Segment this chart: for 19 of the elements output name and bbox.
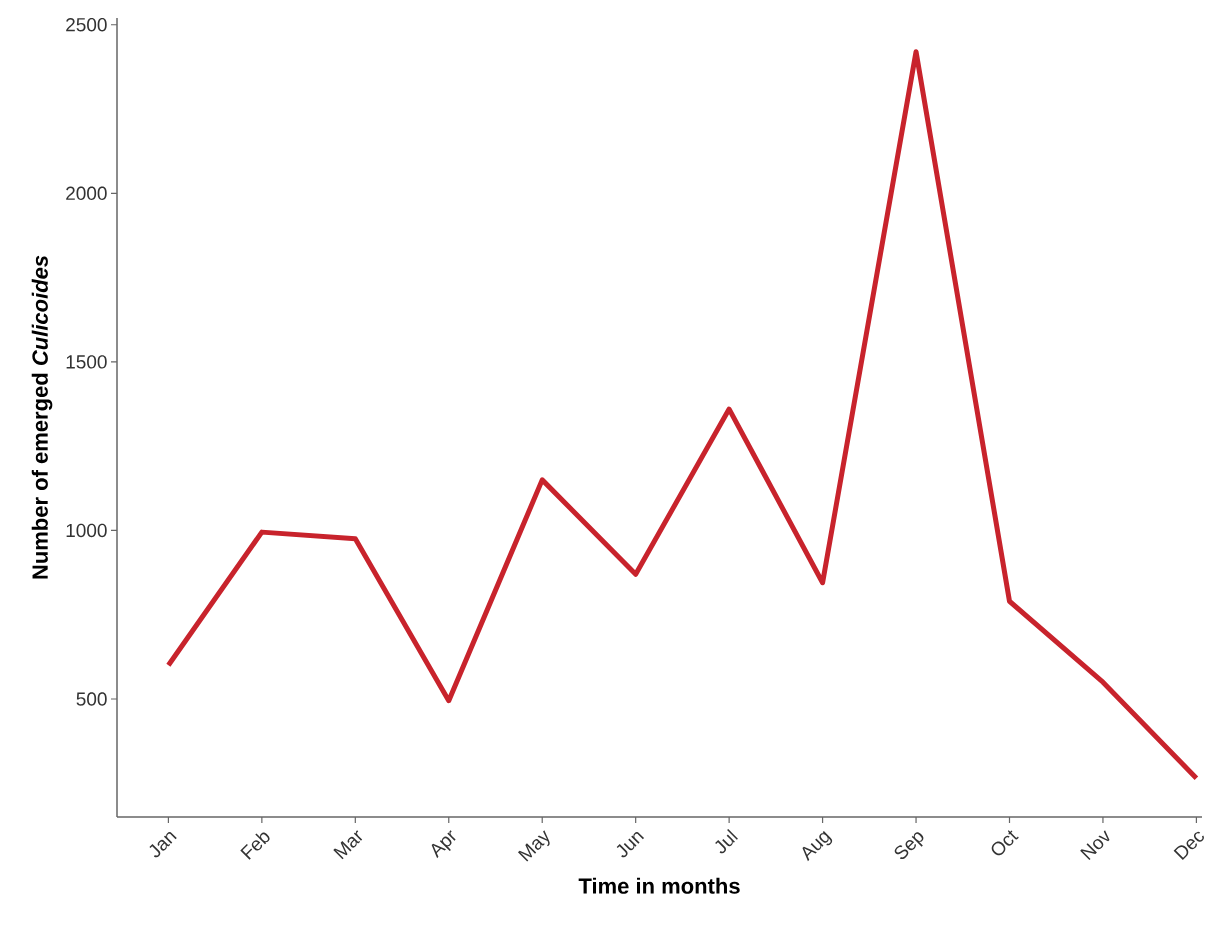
y-axis-title: Number of emerged Culicoides xyxy=(31,255,53,579)
y-tick-label: 1000 xyxy=(66,523,107,538)
y-tick-label: 1500 xyxy=(66,355,107,369)
x-tick-label: Nov xyxy=(1080,830,1110,861)
x-tick-label: Feb xyxy=(240,832,270,860)
x-tick-label: Jun xyxy=(616,832,645,858)
y-tick-label: 2500 xyxy=(66,18,107,32)
x-tick-label: Apr xyxy=(431,830,456,859)
x-tick-label: Oct xyxy=(991,830,1019,856)
x-tick-label: Jul xyxy=(715,828,738,854)
x-tick-label: Aug xyxy=(802,831,833,862)
x-tick-label: Dec xyxy=(1173,831,1204,861)
y-tick-label: 2000 xyxy=(66,186,107,201)
x-tick-label: Sep xyxy=(894,832,924,860)
y-tick-label: 500 xyxy=(76,692,107,706)
x-axis-title: Time in months xyxy=(578,877,740,894)
x-tick-label: May xyxy=(517,830,550,862)
x-tick-label: Jan xyxy=(149,832,177,858)
x-tick-label: Mar xyxy=(333,830,363,860)
